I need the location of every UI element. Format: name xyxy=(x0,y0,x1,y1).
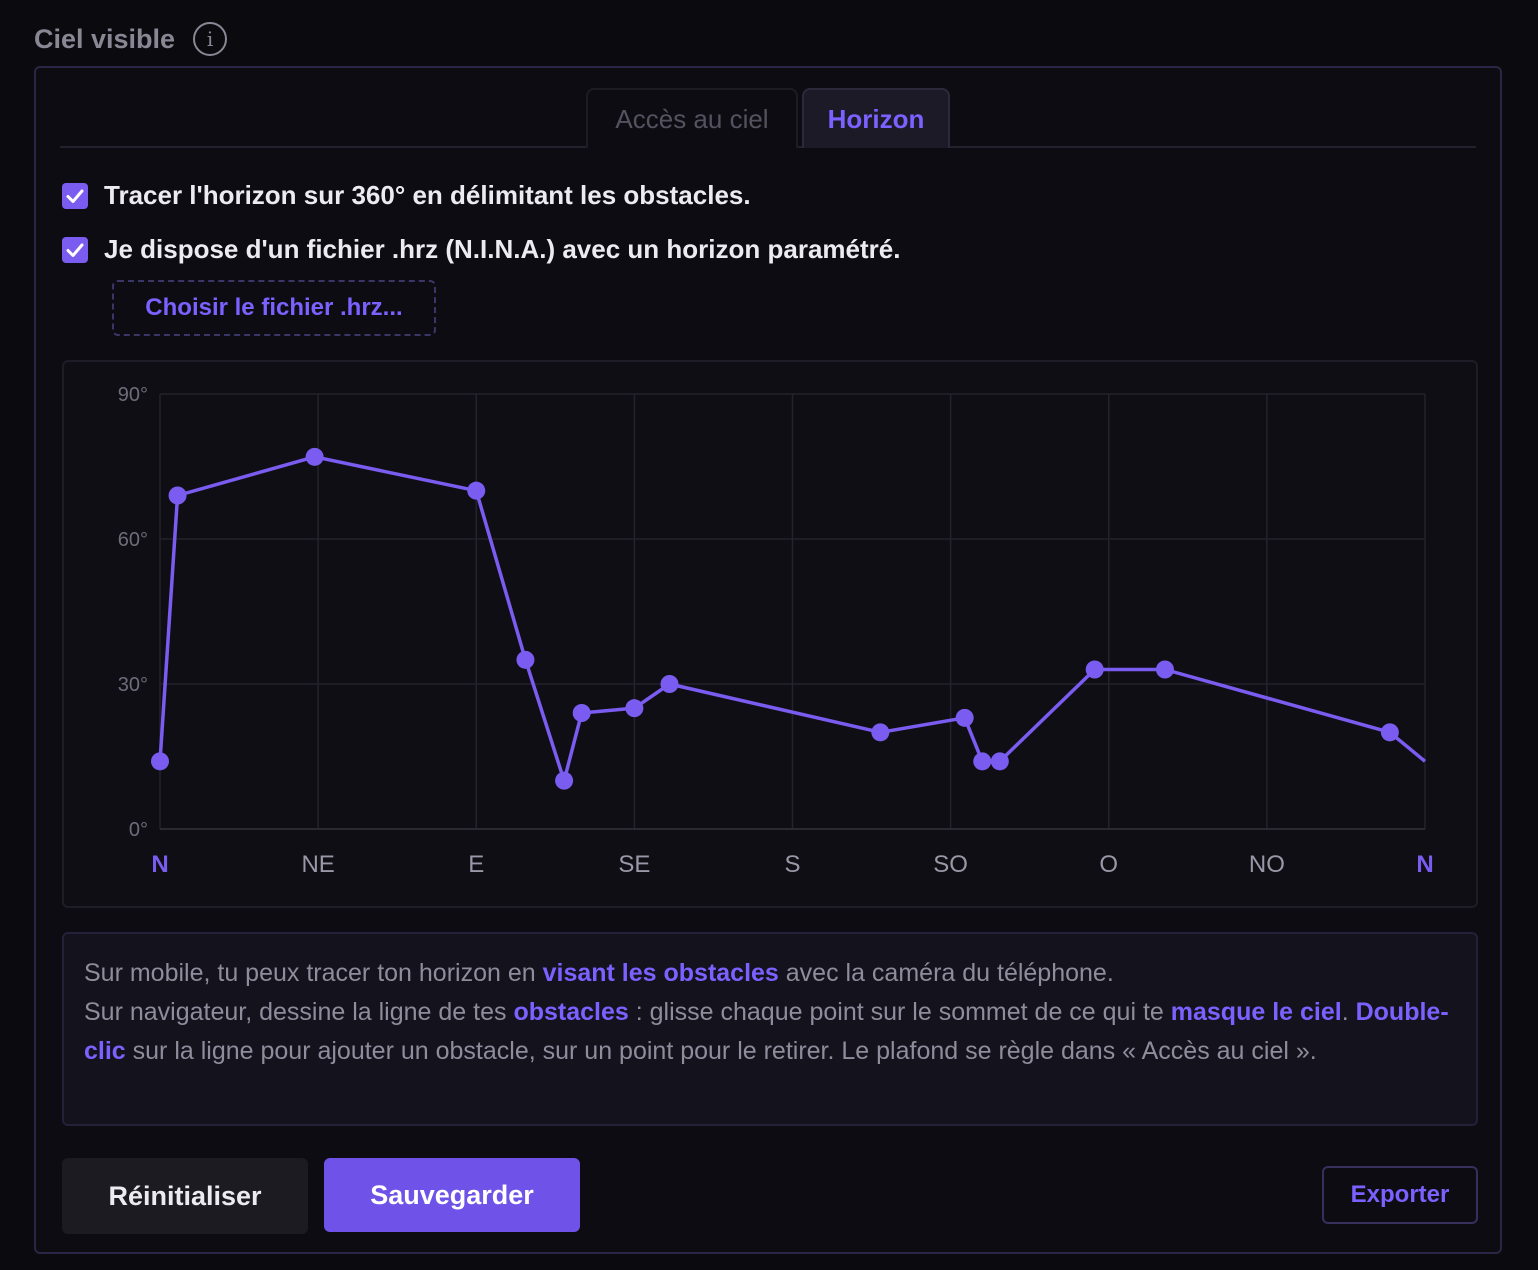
option-trace-horizon[interactable]: Tracer l'horizon sur 360° en délimitant … xyxy=(62,180,751,211)
obstacle-point[interactable] xyxy=(1085,660,1104,679)
x-tick-label: N xyxy=(1416,851,1433,878)
tab-horizon[interactable]: Horizon xyxy=(802,88,950,148)
obstacle-point[interactable] xyxy=(151,752,169,771)
option-label: Je dispose d'un fichier .hrz (N.I.N.A.) … xyxy=(104,234,901,264)
x-tick-label: NE xyxy=(301,851,334,878)
tab-sky-access[interactable]: Accès au ciel xyxy=(586,88,798,148)
export-button[interactable]: Exporter xyxy=(1322,1166,1478,1224)
x-tick-label: S xyxy=(784,851,800,878)
horizon-panel: Accès au ciel Horizon Tracer l'horizon s… xyxy=(34,66,1502,1254)
option-hrz-file[interactable]: Je dispose d'un fichier .hrz (N.I.N.A.) … xyxy=(62,234,900,265)
y-tick-label: 60° xyxy=(118,529,148,551)
obstacle-point[interactable] xyxy=(871,723,890,742)
option-label: Tracer l'horizon sur 360° en délimitant … xyxy=(104,180,751,210)
obstacle-point[interactable] xyxy=(572,704,591,722)
x-tick-label: O xyxy=(1099,851,1118,878)
info-icon[interactable]: i xyxy=(193,22,228,56)
obstacle-point[interactable] xyxy=(990,752,1009,771)
obstacle-point[interactable] xyxy=(625,699,644,718)
obstacle-point[interactable] xyxy=(1155,660,1174,679)
x-tick-label: SO xyxy=(933,851,968,878)
x-tick-label: N xyxy=(151,851,168,878)
checkmark-icon xyxy=(66,243,84,257)
obstacle-point[interactable] xyxy=(168,486,187,505)
x-tick-label: NO xyxy=(1249,851,1285,878)
obstacle-point[interactable] xyxy=(973,752,992,771)
horizon-chart[interactable]: N NE E SE S SO O NO N 90° 60° 30° 0° xyxy=(62,360,1478,908)
obstacle-point[interactable] xyxy=(467,481,486,500)
section-title: Ciel visible xyxy=(34,23,176,54)
save-button[interactable]: Sauvegarder xyxy=(324,1158,580,1232)
checkmark-icon xyxy=(66,189,84,203)
obstacle-point[interactable] xyxy=(516,650,535,669)
help-text: Sur mobile, tu peux tracer ton horizon e… xyxy=(62,932,1478,1126)
checkbox-checked[interactable] xyxy=(62,182,88,209)
obstacle-point[interactable] xyxy=(1380,723,1399,742)
obstacle-point[interactable] xyxy=(955,708,974,727)
y-tick-label: 0° xyxy=(129,819,148,841)
obstacle-point[interactable] xyxy=(660,675,679,693)
choose-file-button[interactable]: Choisir le fichier .hrz... xyxy=(112,280,436,336)
y-tick-label: 90° xyxy=(118,384,148,406)
tab-bar: Accès au ciel Horizon xyxy=(60,88,1476,148)
checkbox-checked[interactable] xyxy=(62,236,88,263)
reset-button[interactable]: Réinitialiser xyxy=(62,1158,308,1234)
horizon-chart-svg[interactable]: N NE E SE S SO O NO N 90° 60° 30° 0° xyxy=(64,362,1478,908)
y-tick-label: 30° xyxy=(118,674,148,696)
obstacle-point[interactable] xyxy=(305,447,324,466)
x-tick-label: SE xyxy=(618,851,650,878)
x-tick-label: E xyxy=(468,851,484,878)
section-header: Ciel visible i xyxy=(34,22,228,56)
obstacle-point[interactable] xyxy=(555,771,574,790)
